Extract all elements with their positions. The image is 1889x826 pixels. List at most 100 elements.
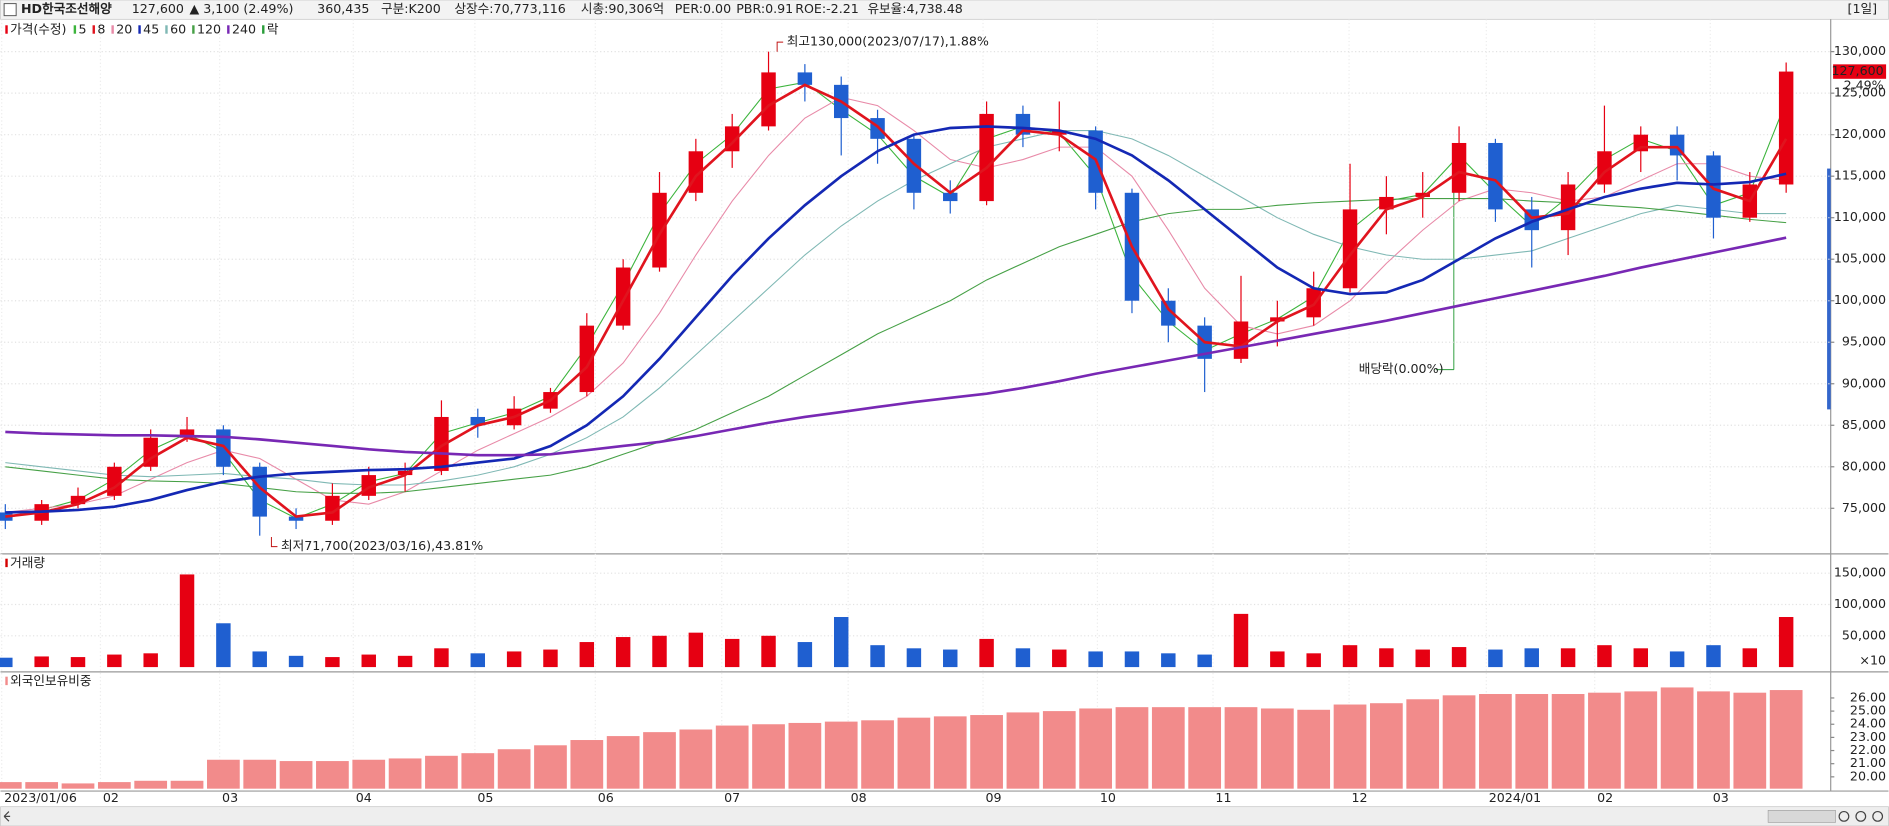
scrollbar[interactable]: [0, 806, 1889, 826]
bar: [1660, 687, 1694, 789]
bar: [1224, 707, 1258, 789]
bar: [1151, 707, 1185, 789]
x-tick-label: 03: [1713, 790, 1729, 805]
x-tick-label: 2023/01/06: [4, 790, 77, 805]
y-tick-label: 120,000: [1834, 126, 1886, 141]
bar: [107, 654, 122, 668]
legend-entry: 120: [197, 22, 221, 37]
bar: [70, 657, 86, 668]
bar: [1079, 708, 1112, 789]
y-tick-label: 100,000: [1834, 596, 1886, 611]
x-tick-label: 12: [1351, 790, 1367, 805]
bar: [1451, 647, 1467, 668]
annotation-arrow: [270, 537, 278, 548]
panel-swatch: [5, 676, 8, 686]
bar: [861, 720, 894, 789]
candle-body: [1379, 196, 1394, 210]
x-tick-label: 07: [724, 790, 740, 805]
y-tick-label: 100,000: [1834, 292, 1886, 307]
annotation: 최저71,700(2023/03/16),43.81%: [281, 538, 483, 553]
bar: [34, 656, 49, 668]
candle-body: [652, 192, 667, 268]
x-tick-label: 03: [222, 790, 238, 805]
bar: [606, 736, 640, 789]
bar: [1297, 709, 1331, 789]
bar: [497, 749, 531, 789]
zoom-out[interactable]: [1838, 810, 1850, 822]
y-tick-label: 50,000: [1842, 627, 1886, 642]
y-tick-label: 150,000: [1834, 565, 1886, 580]
bar: [0, 657, 13, 668]
legend-swatch: [5, 25, 8, 34]
y-tick-label: 26.00: [1850, 689, 1886, 704]
bar: [1697, 691, 1730, 789]
bar: [1260, 708, 1294, 789]
bar: [1188, 707, 1222, 789]
info-mcap: 시총:90,306억: [581, 1, 664, 16]
bar: [325, 657, 340, 668]
bar: [170, 780, 204, 789]
bar: [1633, 648, 1649, 668]
bar: [1442, 695, 1476, 789]
bar: [543, 649, 558, 668]
legend-swatch: [227, 25, 230, 34]
bar: [216, 623, 231, 668]
info-listed: 상장수:70,773,116: [454, 1, 565, 16]
bar: [970, 715, 1003, 789]
ma-line: [5, 198, 1787, 494]
bar: [1124, 651, 1140, 668]
bar: [425, 755, 458, 789]
bar: [279, 761, 313, 789]
candle-body: [615, 267, 631, 326]
candle-body: [1560, 184, 1576, 231]
bar: [1742, 648, 1758, 668]
info-pbr: PBR:0.91: [736, 1, 793, 16]
bar: [652, 635, 667, 668]
info-roe: ROE:-2.21: [795, 1, 859, 16]
candle-body: [434, 416, 449, 471]
y-tick-label: 22.00: [1850, 742, 1886, 757]
bar: [1551, 694, 1585, 789]
annotation: 최고130,000(2023/07/17),1.88%: [787, 34, 989, 49]
candle-body: [107, 466, 122, 496]
candle-body: [1161, 300, 1176, 326]
bar: [1588, 692, 1621, 789]
candle-body: [906, 138, 922, 193]
y-tick-label: 24.00: [1850, 716, 1886, 731]
ma-line: [5, 236, 1787, 457]
legend-swatch: [262, 25, 265, 34]
bar: [724, 638, 740, 668]
ma-line: [5, 96, 1787, 513]
legend-swatch: [138, 25, 141, 34]
bar: [0, 782, 22, 789]
bar: [1342, 645, 1358, 668]
y-tick-label: 85,000: [1842, 417, 1886, 432]
bar: [933, 716, 967, 789]
legend-swatch: [192, 25, 195, 34]
legend-entry: 가격(수정): [10, 22, 66, 37]
candle-body: [288, 516, 304, 521]
bar: [906, 648, 922, 668]
legend-swatch: [73, 25, 77, 34]
bar: [824, 721, 858, 789]
bar: [1015, 648, 1031, 668]
bar: [397, 655, 413, 668]
zoom-in[interactable]: [1855, 810, 1867, 822]
bar: [1597, 645, 1612, 668]
legend-entry: 20: [116, 22, 132, 37]
x-tick-label: 2024/01: [1489, 790, 1541, 805]
legend-entry: 45: [143, 22, 159, 37]
zoom-reset[interactable]: [1872, 810, 1884, 822]
panel-icon[interactable]: [3, 3, 17, 17]
scroll-thumb[interactable]: [1767, 810, 1836, 823]
bar: [752, 724, 785, 789]
scroll-left[interactable]: [3, 811, 11, 822]
bar: [179, 574, 195, 668]
candle-body: [1488, 142, 1503, 210]
info-change: ▲ 3,100 (2.49%): [190, 1, 294, 16]
candle-body: [1451, 142, 1467, 193]
y-tick-label: 125,000: [1834, 85, 1886, 100]
x-tick-label: 05: [477, 790, 493, 805]
